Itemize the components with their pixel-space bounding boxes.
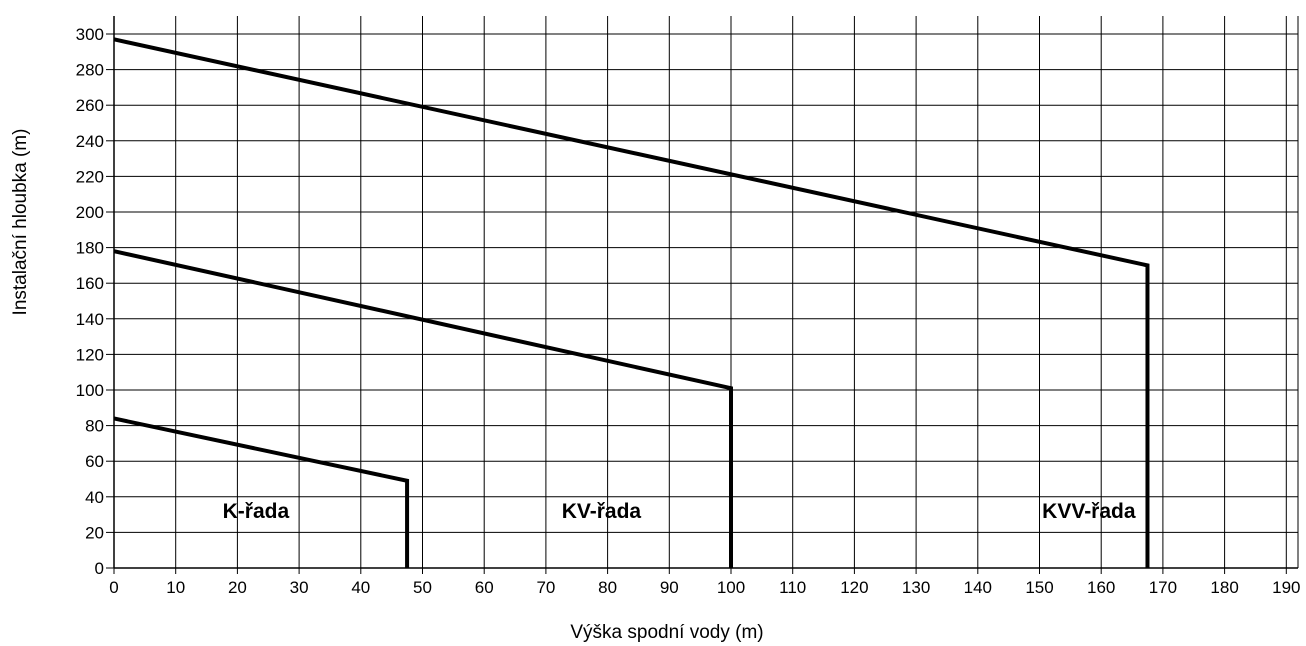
series-labels: K-řada KV-řada KVV-řada [223, 500, 1136, 523]
y-tick-label: 280 [76, 61, 104, 80]
x-tick-label: 0 [109, 578, 118, 597]
y-tick-label: 180 [76, 239, 104, 258]
x-tick-label: 130 [902, 578, 930, 597]
x-tick-label: 160 [1087, 578, 1115, 597]
y-tick-label: 260 [76, 96, 104, 115]
y-tick-label: 300 [76, 25, 104, 44]
y-tick-label: 140 [76, 310, 104, 329]
y-tick-label: 220 [76, 167, 104, 186]
series-line [113, 249, 733, 568]
y-tick-label: 60 [85, 452, 104, 471]
x-tick-label: 100 [717, 578, 745, 597]
x-tick-label: 120 [840, 578, 868, 597]
series-label: KV-řada [562, 500, 642, 523]
x-tick-label: 70 [536, 578, 555, 597]
y-tick-label: 80 [85, 417, 104, 436]
axes [106, 16, 1298, 574]
series-label: K-řada [223, 500, 290, 523]
x-tick-label: 150 [1025, 578, 1053, 597]
x-tick-label: 50 [413, 578, 432, 597]
y-tick-labels: 0 20 40 60 80 100 120 140 160 180 200 220 240 260 280 3… [76, 25, 104, 578]
y-axis-label: Instalační hloubka (m) [10, 129, 31, 316]
x-tick-label: 60 [475, 578, 494, 597]
x-tick-label: 140 [964, 578, 992, 597]
y-tick-label: 160 [76, 274, 104, 293]
x-tick-label: 40 [351, 578, 370, 597]
x-tick-label: 180 [1210, 578, 1238, 597]
y-tick-label: 100 [76, 381, 104, 400]
x-tick-label: 80 [598, 578, 617, 597]
x-axis-label: Výška spodní vody (m) [570, 622, 763, 643]
grid [114, 16, 1299, 568]
y-tick-label: 200 [76, 203, 104, 222]
series-label: KVV-řada [1042, 500, 1136, 523]
series-line [113, 37, 1150, 568]
x-tick-label: 20 [228, 578, 247, 597]
series-lines [113, 37, 1150, 568]
x-tick-label: 30 [290, 578, 309, 597]
x-tick-labels: 0 10 20 30 40 50 60 70 80 90 100 110 120 130 140 150 160… [109, 578, 1300, 597]
y-tick-label: 40 [85, 488, 104, 507]
x-tick-label: 110 [779, 578, 806, 597]
x-tick-label: 190 [1272, 578, 1300, 597]
x-tick-label: 10 [166, 578, 185, 597]
y-tick-label: 20 [85, 523, 104, 542]
y-tick-label: 120 [76, 345, 104, 364]
y-tick-label: 0 [95, 559, 104, 578]
y-tick-label: 240 [76, 132, 104, 151]
series-line [113, 416, 410, 568]
x-tick-label: 170 [1149, 578, 1177, 597]
x-tick-label: 90 [660, 578, 679, 597]
